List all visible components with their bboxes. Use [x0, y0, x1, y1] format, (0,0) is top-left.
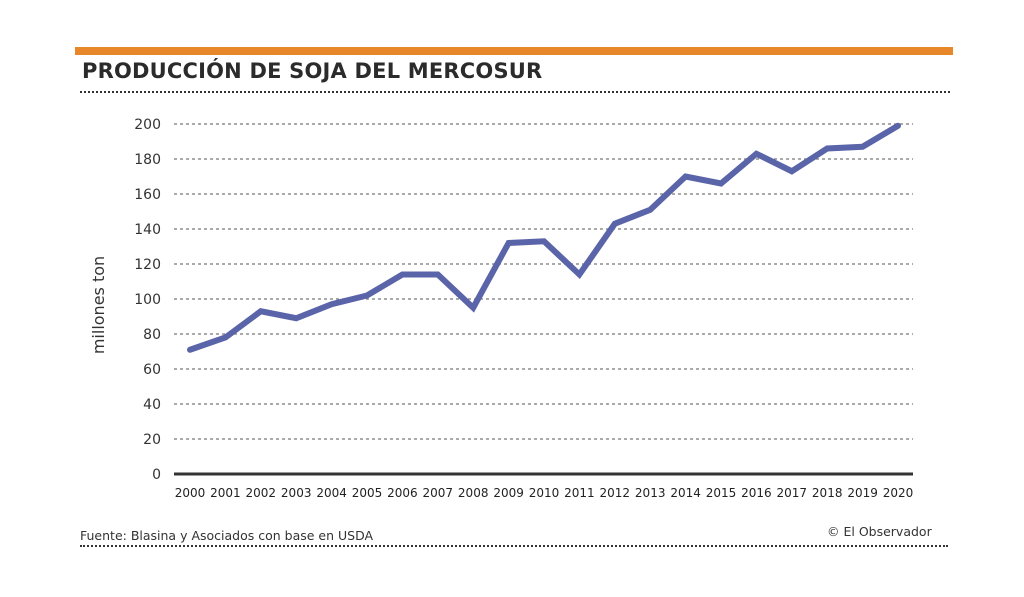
- y-tick-labels: 0 20 40 60 80 100 120 140 160 180 200: [134, 117, 161, 483]
- x-tick-label: 2012: [600, 486, 631, 500]
- y-tick-label: 180: [134, 152, 161, 168]
- series-group: [187, 122, 901, 353]
- x-tick-label: 2017: [777, 486, 808, 500]
- y-tick-label: 0: [152, 467, 161, 483]
- x-tick-label: 2008: [458, 486, 489, 500]
- x-tick-label: 2005: [352, 486, 383, 500]
- x-tick-label: 2001: [210, 486, 241, 500]
- x-tick-label: 2004: [316, 486, 347, 500]
- x-tick-label: 2019: [847, 486, 878, 500]
- x-tick-labels: 2000 2001 2002 2003 2004 2005 2006 2007 2008 2009…: [175, 486, 914, 500]
- footer-divider: [80, 545, 948, 547]
- y-axis-label: millones ton: [89, 256, 108, 354]
- x-tick-label: 2020: [883, 486, 914, 500]
- y-tick-label: 40: [143, 397, 161, 413]
- y-tick-label: 20: [143, 432, 161, 448]
- x-tick-label: 2014: [670, 486, 701, 500]
- x-tick-label: 2013: [635, 486, 666, 500]
- x-tick-label: 2003: [281, 486, 312, 500]
- x-tick-label: 2010: [529, 486, 560, 500]
- y-tick-label: 120: [134, 257, 161, 273]
- source-note: Fuente: Blasina y Asociados con base en …: [80, 528, 374, 543]
- chart-title: PRODUCCIÓN DE SOJA DEL MERCOSUR: [82, 59, 543, 83]
- gridlines: [174, 123, 913, 440]
- y-tick-label: 80: [143, 327, 161, 343]
- y-tick-label: 60: [143, 362, 161, 378]
- accent-bar: [75, 47, 953, 55]
- y-tick-label: 140: [134, 222, 161, 238]
- y-tick-label: 100: [134, 292, 161, 308]
- x-tick-label: 2009: [493, 486, 524, 500]
- x-tick-label: 2006: [387, 486, 418, 500]
- x-tick-label: 2011: [564, 486, 595, 500]
- x-tick-label: 2002: [246, 486, 277, 500]
- x-tick-label: 2007: [423, 486, 454, 500]
- x-tick-label: 2015: [706, 486, 737, 500]
- y-tick-label: 200: [134, 117, 161, 133]
- x-tick-label: 2016: [741, 486, 772, 500]
- x-tick-label: 2018: [812, 486, 843, 500]
- y-tick-label: 160: [134, 187, 161, 203]
- series-line: [187, 122, 901, 353]
- copyright-credit: © El Observador: [827, 524, 932, 539]
- title-divider: [80, 91, 950, 93]
- x-tick-label: 2000: [175, 486, 206, 500]
